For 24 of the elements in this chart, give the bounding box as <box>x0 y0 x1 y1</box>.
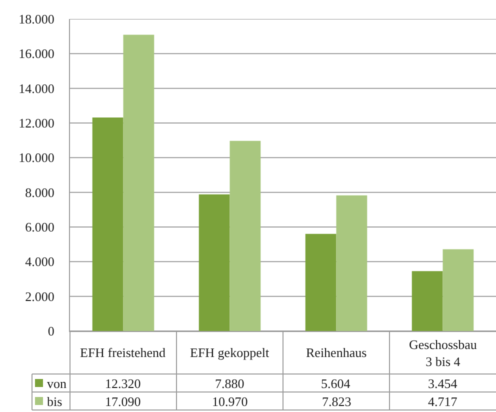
data-label: 7.880 <box>215 376 244 391</box>
legend-label: bis <box>47 394 62 409</box>
data-label: 10.970 <box>212 394 248 409</box>
y-tick-label: 0 <box>48 324 54 339</box>
y-tick-label: 4.000 <box>25 254 54 270</box>
y-tick-label: 12.000 <box>18 116 54 131</box>
legend-label: von <box>47 376 67 391</box>
y-tick-label: 6.000 <box>25 220 54 235</box>
y-tick-label: 16.000 <box>18 46 54 62</box>
data-label: 3.454 <box>428 376 458 391</box>
y-tick-label: 14.000 <box>18 80 54 96</box>
y-tick-label: 18.000 <box>18 12 54 27</box>
data-label: 12.320 <box>105 376 141 391</box>
y-tick-label: 10.000 <box>18 150 54 166</box>
x-tick-label: Geschossbau 3 bis 4 <box>409 337 478 369</box>
y-tick-label: 8.000 <box>25 184 54 200</box>
data-label: 7.823 <box>322 394 352 409</box>
data-label: 5.604 <box>321 376 351 391</box>
x-tick-label: EFH freistehend <box>80 345 166 360</box>
x-tick-label: Reihenhaus <box>306 345 367 360</box>
data-label: 4.717 <box>428 394 458 409</box>
y-tick-label: 2.000 <box>25 288 54 304</box>
data-label: 17.090 <box>105 394 141 409</box>
x-tick-label: EFH gekoppelt <box>190 345 270 360</box>
